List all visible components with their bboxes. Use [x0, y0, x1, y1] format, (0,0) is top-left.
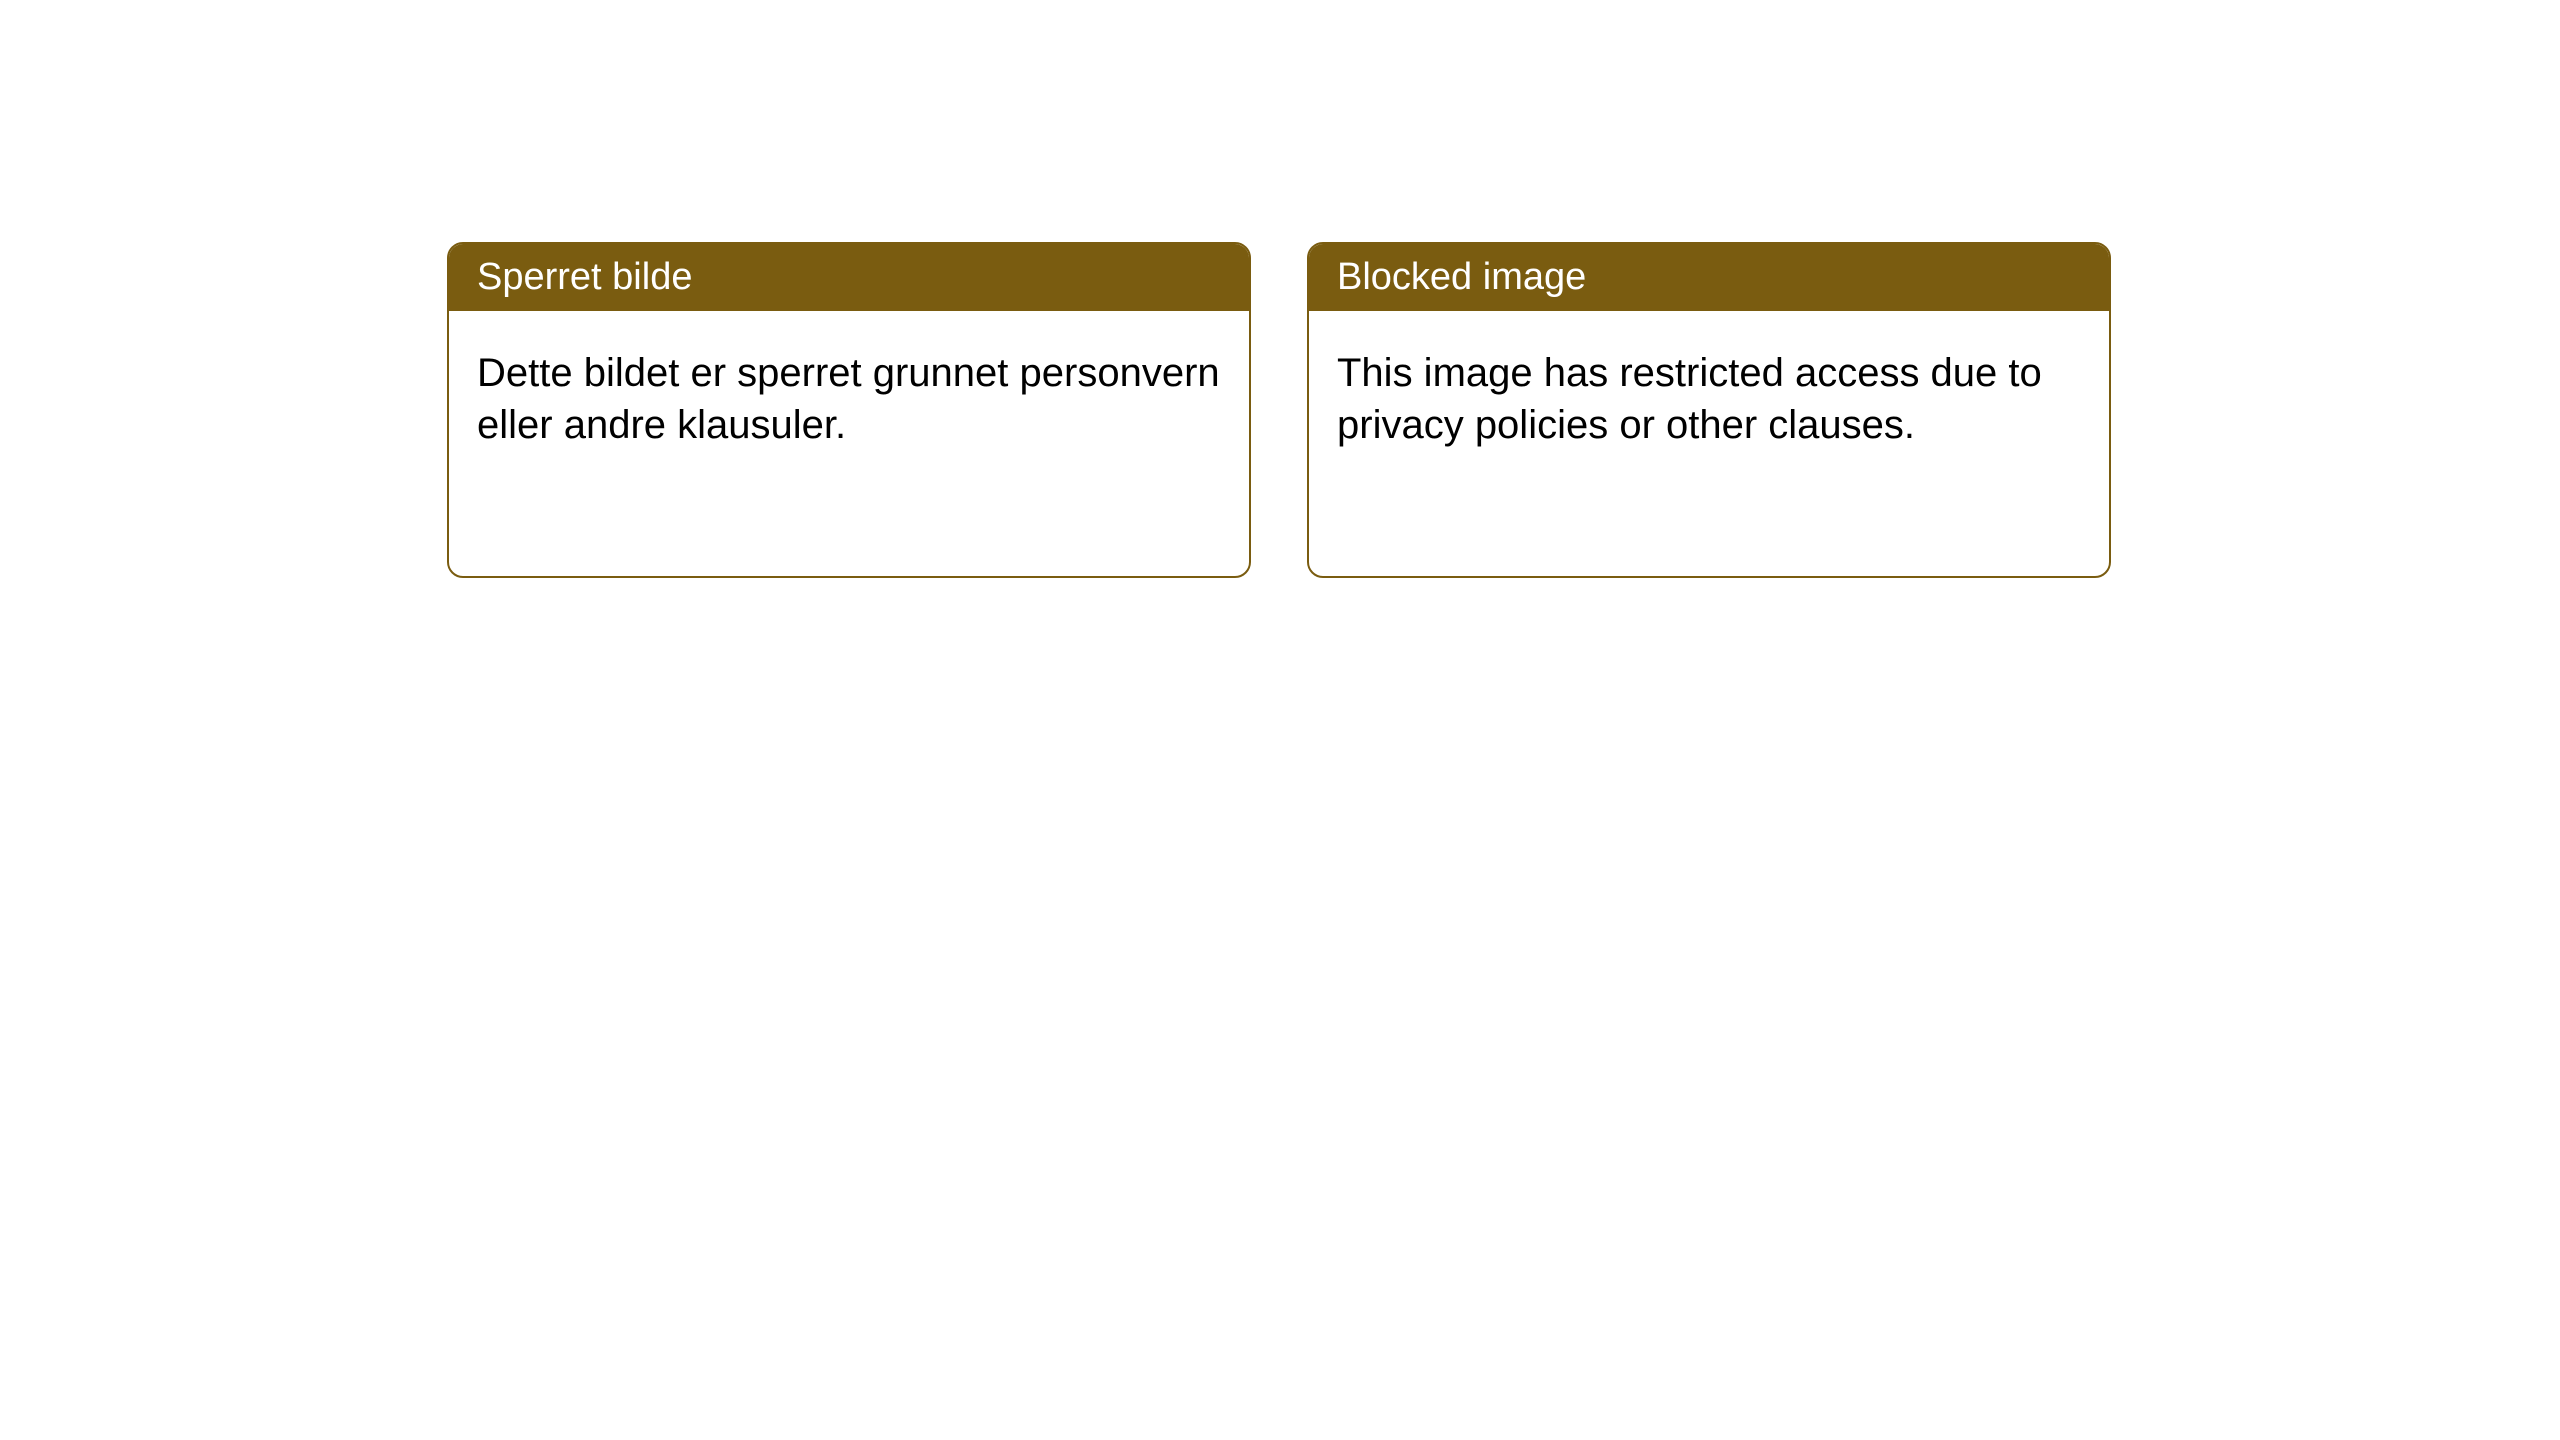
card-title-no: Sperret bilde — [477, 256, 692, 298]
card-header-en: Blocked image — [1309, 244, 2109, 311]
card-body-no: Dette bildet er sperret grunnet personve… — [449, 311, 1249, 487]
card-header-no: Sperret bilde — [449, 244, 1249, 311]
card-message-no: Dette bildet er sperret grunnet personve… — [477, 351, 1220, 447]
notice-container: Sperret bilde Dette bildet er sperret gr… — [447, 242, 2111, 578]
card-body-en: This image has restricted access due to … — [1309, 311, 2109, 487]
card-message-en: This image has restricted access due to … — [1337, 351, 2042, 447]
blocked-image-card-en: Blocked image This image has restricted … — [1307, 242, 2111, 578]
card-title-en: Blocked image — [1337, 256, 1586, 298]
blocked-image-card-no: Sperret bilde Dette bildet er sperret gr… — [447, 242, 1251, 578]
